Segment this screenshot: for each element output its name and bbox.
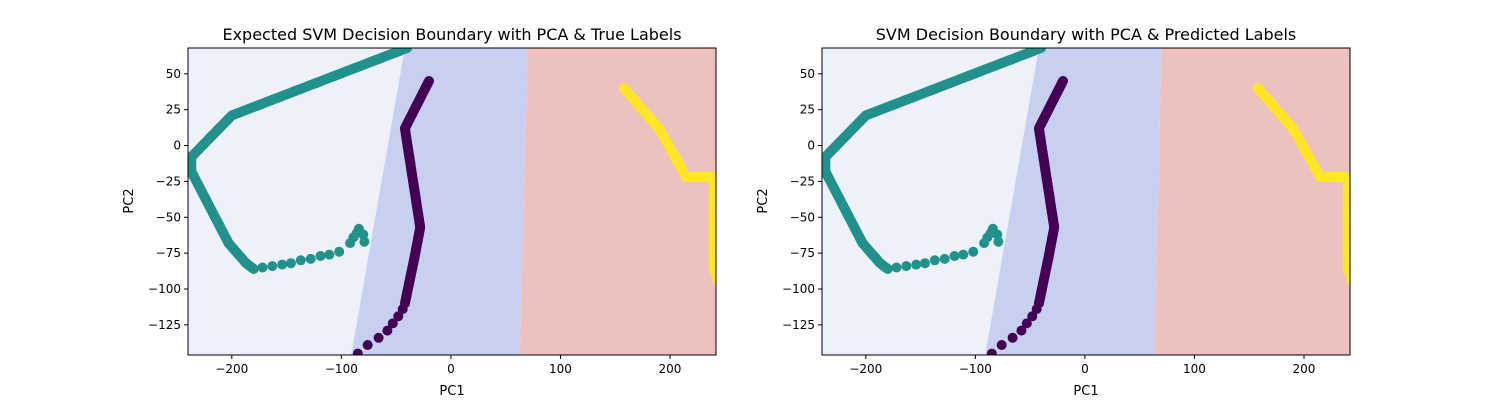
y-tick-label: −50: [156, 210, 181, 224]
data-point: [382, 326, 392, 336]
subplot-right: −200 −100 0 100 200 50 25 0 −25 −50 −75 −100 −125 SV…: [756, 25, 1357, 399]
x-tick-label: 200: [1293, 362, 1316, 376]
x-tick-label: 200: [659, 362, 682, 376]
chart-title: Expected SVM Decision Boundary with PCA …: [222, 25, 681, 44]
data-point: [353, 349, 363, 359]
y-tick-label: 25: [166, 103, 181, 117]
x-tick-label: 100: [1183, 362, 1206, 376]
y-tick-label: −125: [782, 318, 815, 332]
y-axis-label: PC2: [756, 188, 771, 213]
data-point: [993, 237, 1003, 247]
y-tick-label: −125: [148, 318, 181, 332]
data-point: [930, 255, 940, 265]
data-point: [249, 264, 259, 274]
y-tick-label: 0: [173, 139, 181, 153]
data-point: [901, 261, 911, 271]
y-tick-label: −100: [782, 282, 815, 296]
y-tick-label: 50: [800, 67, 815, 81]
x-tick-label: −200: [215, 362, 248, 376]
x-axis-label: PC1: [439, 384, 464, 399]
y-tick-label: −75: [790, 246, 815, 260]
x-tick-label: −100: [325, 362, 358, 376]
data-point: [920, 258, 930, 268]
subplot-left: −200 −100 0 100 200 50 25 0 −25 −50 −75 −100 −125 Ex…: [122, 25, 723, 399]
y-tick-label: −50: [790, 210, 815, 224]
data-point: [334, 247, 344, 257]
data-point: [958, 250, 968, 260]
x-axis-label: PC1: [1073, 384, 1098, 399]
data-point: [296, 255, 306, 265]
data-point: [286, 258, 296, 268]
data-point: [987, 349, 997, 359]
data-point: [258, 263, 268, 273]
y-tick-label: 50: [166, 67, 181, 81]
data-point: [1347, 277, 1357, 287]
y-tick-label: 25: [800, 103, 815, 117]
data-point: [316, 251, 326, 261]
x-tick-label: 0: [447, 362, 455, 376]
data-point: [267, 261, 277, 271]
data-point: [713, 277, 723, 287]
data-point: [374, 333, 384, 343]
data-point: [997, 340, 1007, 350]
data-point: [277, 260, 287, 270]
y-tick-label: −25: [156, 174, 181, 188]
x-tick-label: 100: [549, 362, 572, 376]
data-point: [1008, 333, 1018, 343]
data-point: [940, 254, 950, 264]
y-tick-label: −100: [148, 282, 181, 296]
chart-title: SVM Decision Boundary with PCA & Predict…: [876, 25, 1296, 44]
data-point: [1016, 326, 1026, 336]
data-point: [359, 237, 369, 247]
data-point: [950, 251, 960, 261]
data-point: [968, 247, 978, 257]
data-point: [306, 254, 316, 264]
data-point: [324, 250, 334, 260]
decision-region-2: [520, 48, 716, 355]
data-point: [911, 260, 921, 270]
y-tick-label: −75: [156, 246, 181, 260]
decision-region-2: [1154, 48, 1350, 355]
y-tick-label: −25: [790, 174, 815, 188]
data-point: [892, 263, 902, 273]
y-axis-label: PC2: [122, 188, 137, 213]
x-tick-label: −100: [959, 362, 992, 376]
x-tick-label: 0: [1081, 362, 1089, 376]
data-point: [883, 264, 893, 274]
y-tick-label: 0: [807, 139, 815, 153]
data-point: [363, 340, 373, 350]
x-tick-label: −200: [849, 362, 882, 376]
